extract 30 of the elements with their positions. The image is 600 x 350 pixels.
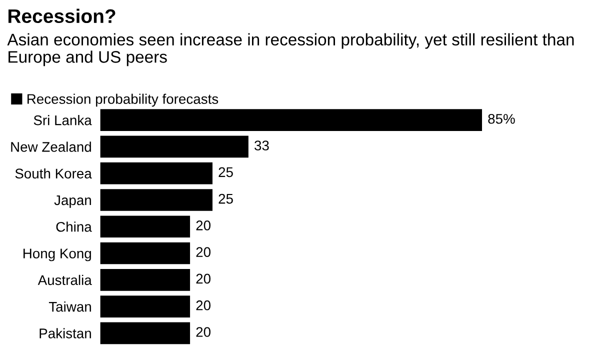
y-tick-label: New Zealand <box>11 142 91 152</box>
bar <box>100 136 248 158</box>
data-label: 20 <box>196 274 210 284</box>
bar <box>100 322 190 344</box>
y-tick-label: Hong Kong <box>24 248 91 262</box>
data-label: 20 <box>196 300 210 310</box>
y-tick-label: Australia <box>38 274 92 286</box>
y-tick-label: Pakistan <box>40 328 91 338</box>
data-label: 33 <box>254 140 269 150</box>
bar <box>100 109 482 131</box>
bar <box>100 242 190 264</box>
chart-subtitle: Asian economies seen increase in recession probability, yet still resilient than Europe and US peers <box>7 33 574 66</box>
data-label: 85% <box>488 114 515 124</box>
data-label: 20 <box>196 247 210 257</box>
chart-title: Recession? <box>8 8 116 24</box>
bar <box>100 189 212 211</box>
y-tick-label: Japan <box>54 195 91 208</box>
data-label: 20 <box>196 220 210 230</box>
y-tick-label: Taiwan <box>48 302 91 312</box>
bar <box>100 162 212 184</box>
legend-label: Recession probability forecasts <box>28 94 218 107</box>
y-tick-label: South Korea <box>15 168 92 179</box>
bar <box>100 268 190 291</box>
y-tick-label: Sri Lanka <box>34 115 92 126</box>
data-label: 25 <box>218 167 233 178</box>
y-tick-label: China <box>56 222 92 232</box>
bar <box>100 216 190 238</box>
data-label: 20 <box>196 327 210 337</box>
data-label: 25 <box>218 194 233 204</box>
bar <box>100 296 190 318</box>
